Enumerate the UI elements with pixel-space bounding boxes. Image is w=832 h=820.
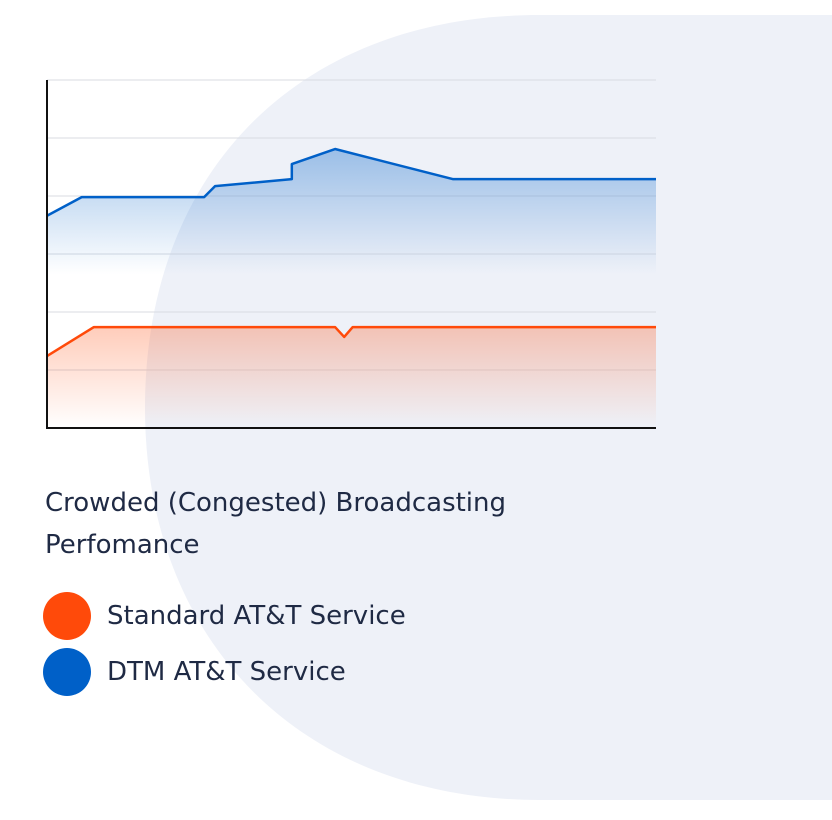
legend-label: Standard AT&T Service bbox=[107, 601, 406, 631]
legend-item: DTM AT&T Service bbox=[43, 648, 346, 696]
area bbox=[47, 149, 656, 428]
legend-swatch bbox=[43, 592, 91, 640]
legend-item: Standard AT&T Service bbox=[43, 592, 406, 640]
plot bbox=[46, 79, 656, 429]
line bbox=[46, 147, 656, 217]
legend-swatch bbox=[43, 648, 91, 696]
legend-label: DTM AT&T Service bbox=[107, 657, 346, 687]
chart-title: Crowded (Congested) Broadcasting Perfoma… bbox=[45, 488, 507, 560]
